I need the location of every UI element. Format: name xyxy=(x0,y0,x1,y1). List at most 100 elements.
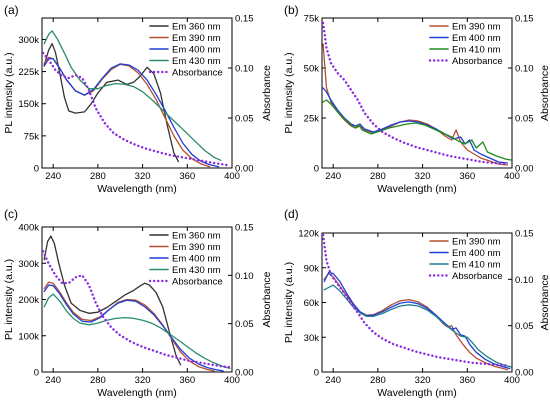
x-tick-label: 320 xyxy=(135,375,151,386)
y-tick-label: 75k xyxy=(304,14,320,25)
y2-tick-label: 0.10 xyxy=(515,64,534,75)
legend-entry: Em 390 nm xyxy=(172,242,221,253)
series-line-3 xyxy=(322,99,512,161)
legend-entry: Em 360 nm xyxy=(172,22,221,33)
y-axis-title: PL intensity (a.u.) xyxy=(283,52,295,133)
series-line-3 xyxy=(43,58,220,168)
x-tick-label: 280 xyxy=(370,171,386,182)
x-axis-title: Wavelength (nm) xyxy=(377,387,457,399)
x-tick-label: 360 xyxy=(179,171,195,182)
panel-label: (a) xyxy=(4,3,19,17)
series-line-2 xyxy=(323,271,511,370)
y-tick-label: 100k xyxy=(18,331,39,342)
y-axis-title: PL intensity (a.u.) xyxy=(3,52,15,133)
x-axis-title: Wavelength (nm) xyxy=(377,183,457,195)
plot-frame xyxy=(321,17,513,169)
y-tick-label: 300k xyxy=(18,35,39,46)
y2-tick-label: 0.05 xyxy=(515,114,534,125)
y-tick-label: 50k xyxy=(304,64,320,75)
y2-tick-label: 0.15 xyxy=(235,223,254,234)
y-tick-label: 0 xyxy=(34,164,39,175)
legend-entry: Absorbance xyxy=(172,277,223,288)
x-tick-label: 280 xyxy=(370,375,386,386)
x-tick-label: 360 xyxy=(459,375,475,386)
x-tick-label: 240 xyxy=(325,375,341,386)
chart-panel-3: (c) 240 280 320 360 400 Wavelength (nm) 0 100k 20… xyxy=(3,207,273,399)
y2-tick-label: 0.00 xyxy=(515,368,534,379)
x-tick-label: 360 xyxy=(459,171,475,182)
y2-tick-label: 0.15 xyxy=(515,14,534,25)
x-tick-label: 240 xyxy=(325,171,341,182)
x-tick-label: 320 xyxy=(135,171,151,182)
legend-entry: Absorbance xyxy=(452,271,503,282)
x-tick-label: 400 xyxy=(224,171,240,182)
y-tick-label: 90k xyxy=(304,263,320,274)
legend-entry: Em 400 nm xyxy=(172,254,221,265)
legend-entry: Em 410 nm xyxy=(452,260,501,271)
y2-tick-label: 0.10 xyxy=(515,275,534,286)
y2-tick-label: 0.10 xyxy=(235,64,254,75)
y2-tick-label: 0.10 xyxy=(235,271,254,282)
series-line-4 xyxy=(322,233,509,367)
y2-tick-label: 0.15 xyxy=(515,229,534,240)
legend-entry: Em 390 nm xyxy=(452,237,501,248)
chart-panel-1: (a) 240 280 320 360 400 Wavelength (nm) 0 75k 150… xyxy=(3,3,273,195)
y-axis-title: PL intensity (a.u.) xyxy=(283,262,295,343)
legend-entry: Em 390 nm xyxy=(452,22,501,33)
legend-entry: Em 430 nm xyxy=(172,56,221,67)
y-axis-title: PL intensity (a.u.) xyxy=(3,259,15,340)
series-line-3 xyxy=(43,284,224,372)
chart-panel-2: (b) 240 280 320 360 400 Wavelength (nm) 0 25k 50k… xyxy=(283,3,550,195)
legend-entry: Absorbance xyxy=(452,56,503,67)
x-tick-label: 360 xyxy=(179,375,195,386)
plot-frame xyxy=(41,17,233,169)
panel-label: (c) xyxy=(4,207,18,221)
y2-axis-title: Absorbance xyxy=(539,274,550,330)
y2-axis-title: Absorbance xyxy=(539,65,550,121)
series-line-1 xyxy=(322,43,509,166)
y2-tick-label: 0.05 xyxy=(235,319,254,330)
x-tick-label: 240 xyxy=(45,375,61,386)
series-line-5 xyxy=(42,249,232,369)
y2-axis-title: Absorbance xyxy=(261,271,273,327)
x-axis-title: Wavelength (nm) xyxy=(97,387,177,399)
y-tick-label: 75k xyxy=(24,131,40,142)
legend-entry: Em 360 nm xyxy=(172,231,221,242)
y-tick-label: 150k xyxy=(18,99,39,110)
y-tick-label: 25k xyxy=(304,114,320,125)
y-tick-label: 300k xyxy=(18,259,39,270)
series-line-4 xyxy=(43,30,222,161)
y-tick-label: 60k xyxy=(304,298,320,309)
x-tick-label: 320 xyxy=(415,375,431,386)
y-tick-label: 0 xyxy=(314,164,319,175)
legend-entry: Em 410 nm xyxy=(452,45,501,56)
x-tick-label: 400 xyxy=(504,171,520,182)
series-line-1 xyxy=(43,235,182,366)
y2-tick-label: 0.05 xyxy=(235,114,254,125)
panel-label: (b) xyxy=(284,3,299,17)
y-tick-label: 0 xyxy=(314,368,319,379)
y-tick-label: 400k xyxy=(18,223,39,234)
y2-tick-label: 0.15 xyxy=(235,14,254,25)
series-line-2 xyxy=(43,281,215,372)
x-tick-label: 240 xyxy=(45,171,61,182)
y-tick-label: 225k xyxy=(18,67,39,78)
series-line-4 xyxy=(43,293,231,370)
y-tick-label: 120k xyxy=(298,229,319,240)
x-tick-label: 400 xyxy=(504,375,520,386)
y2-tick-label: 0.05 xyxy=(515,321,534,332)
series-line-3 xyxy=(323,284,512,368)
legend-entry: Em 400 nm xyxy=(452,248,501,259)
legend-entry: Absorbance xyxy=(172,68,223,79)
y2-tick-label: 0.00 xyxy=(235,368,254,379)
y-tick-label: 0 xyxy=(34,368,39,379)
x-tick-label: 280 xyxy=(90,171,106,182)
series-line-4 xyxy=(322,21,509,166)
y2-tick-label: 0.00 xyxy=(235,164,254,175)
legend-entry: Em 400 nm xyxy=(452,33,501,44)
series-line-5 xyxy=(42,51,228,167)
x-tick-label: 320 xyxy=(415,171,431,182)
y-tick-label: 30k xyxy=(304,333,320,344)
x-tick-label: 280 xyxy=(90,375,106,386)
